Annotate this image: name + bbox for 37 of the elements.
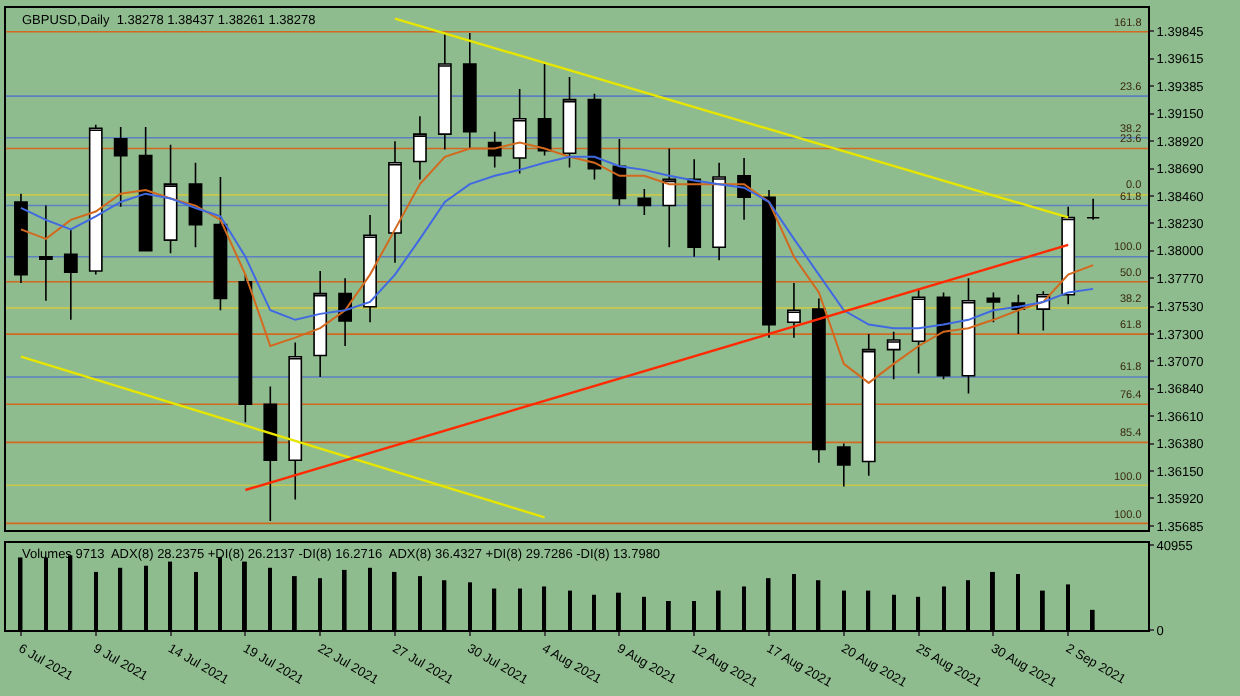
candlestick xyxy=(213,176,228,312)
candlestick xyxy=(138,126,153,252)
candlestick xyxy=(562,76,577,169)
candlestick xyxy=(612,138,627,207)
candlestick xyxy=(462,32,477,150)
candlestick xyxy=(936,291,951,381)
candlestick xyxy=(38,204,53,302)
candlestick xyxy=(313,270,328,378)
candlestick xyxy=(712,161,727,262)
candlestick xyxy=(163,144,178,254)
candlestick xyxy=(861,333,876,477)
candlestick xyxy=(1061,205,1076,306)
candlestick xyxy=(787,282,801,339)
candlestick xyxy=(836,442,851,488)
candlestick xyxy=(662,147,677,249)
candlestick xyxy=(388,140,402,264)
candlestick xyxy=(1086,197,1101,221)
candlestick xyxy=(263,385,278,522)
candlestick xyxy=(113,126,128,208)
candlestick xyxy=(14,192,28,284)
line-series xyxy=(19,155,1095,330)
candlestick xyxy=(537,63,552,157)
candlestick xyxy=(363,214,377,323)
candlestick xyxy=(637,188,652,216)
candlestick xyxy=(512,88,527,175)
candlestick xyxy=(88,123,103,276)
candlestick xyxy=(437,32,452,151)
candlestick xyxy=(288,341,303,501)
candlestick xyxy=(687,158,702,258)
candlestick xyxy=(961,277,976,395)
candlestick xyxy=(63,228,78,321)
candlestick xyxy=(886,330,901,381)
candlestick xyxy=(762,189,776,339)
candlestick xyxy=(413,115,427,181)
candlestick xyxy=(911,288,926,375)
candlestick xyxy=(238,273,253,423)
candlestick xyxy=(811,297,826,464)
